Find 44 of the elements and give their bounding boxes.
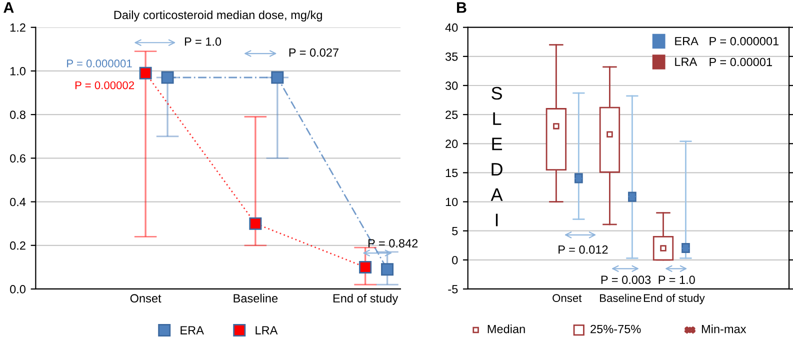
- text: P = 0.000001: [710, 36, 779, 46]
- y-tick-label: -5: [448, 285, 458, 294]
- annotation: P = 0.012: [558, 245, 608, 254]
- annotation: P = 0.003: [601, 276, 651, 284]
- x-tick-label: Onset: [552, 294, 582, 302]
- y-tick-label: 1.0: [10, 67, 26, 76]
- text: Min-max: [702, 324, 746, 334]
- chart-title: Daily corticosteroid median dose, mg/kg: [114, 10, 322, 22]
- y-tick-label: 0.8: [10, 110, 26, 119]
- y-tick-label: 10: [446, 198, 458, 206]
- y-tick-label: 30: [445, 82, 458, 90]
- y-tick-label: 20: [446, 140, 458, 148]
- y-tick-label: 0: [452, 256, 458, 264]
- annotation: P = 0.000001: [67, 60, 132, 68]
- annotation: P = 0.00002: [75, 81, 134, 90]
- x-tick-label: End of study: [644, 294, 705, 304]
- annotation: P = 1.0: [184, 37, 222, 46]
- y-tick-label: 0.0: [10, 285, 26, 294]
- y-tick-label: 40: [445, 23, 458, 32]
- annotation: P = 0.842: [368, 239, 418, 248]
- y-tick-label: 0.6: [10, 154, 26, 163]
- legend-label: LRA: [675, 58, 698, 66]
- y-tick-label: 25: [446, 110, 458, 119]
- text: P = 0.00001: [710, 58, 772, 66]
- y-tick-label: 5: [452, 227, 458, 236]
- legend-label: LRA: [256, 326, 278, 334]
- y-tick-label: 15: [446, 168, 458, 178]
- legend-label: ERA: [180, 326, 204, 334]
- annotation: P = 0.027: [289, 48, 338, 57]
- y-tick-label: 0.4: [10, 198, 26, 206]
- annotation: P = 1.0: [658, 276, 695, 284]
- x-tick-label: End of study: [333, 294, 398, 305]
- legend-label: ERA: [675, 37, 698, 46]
- x-tick-label: Baseline: [234, 294, 278, 303]
- text: A: [4, 2, 14, 13]
- y-tick-label: 0.2: [10, 241, 26, 250]
- y-axis-title: SLEDAI: [490, 86, 503, 226]
- y-tick-label: 35: [445, 52, 458, 61]
- text: Median: [488, 324, 525, 334]
- text: B: [456, 2, 466, 13]
- y-tick-label: 1.2: [10, 23, 26, 32]
- x-tick-label: Onset: [130, 294, 162, 303]
- x-tick-label: Baseline: [600, 294, 642, 302]
- text: 25%-75%: [590, 324, 641, 334]
